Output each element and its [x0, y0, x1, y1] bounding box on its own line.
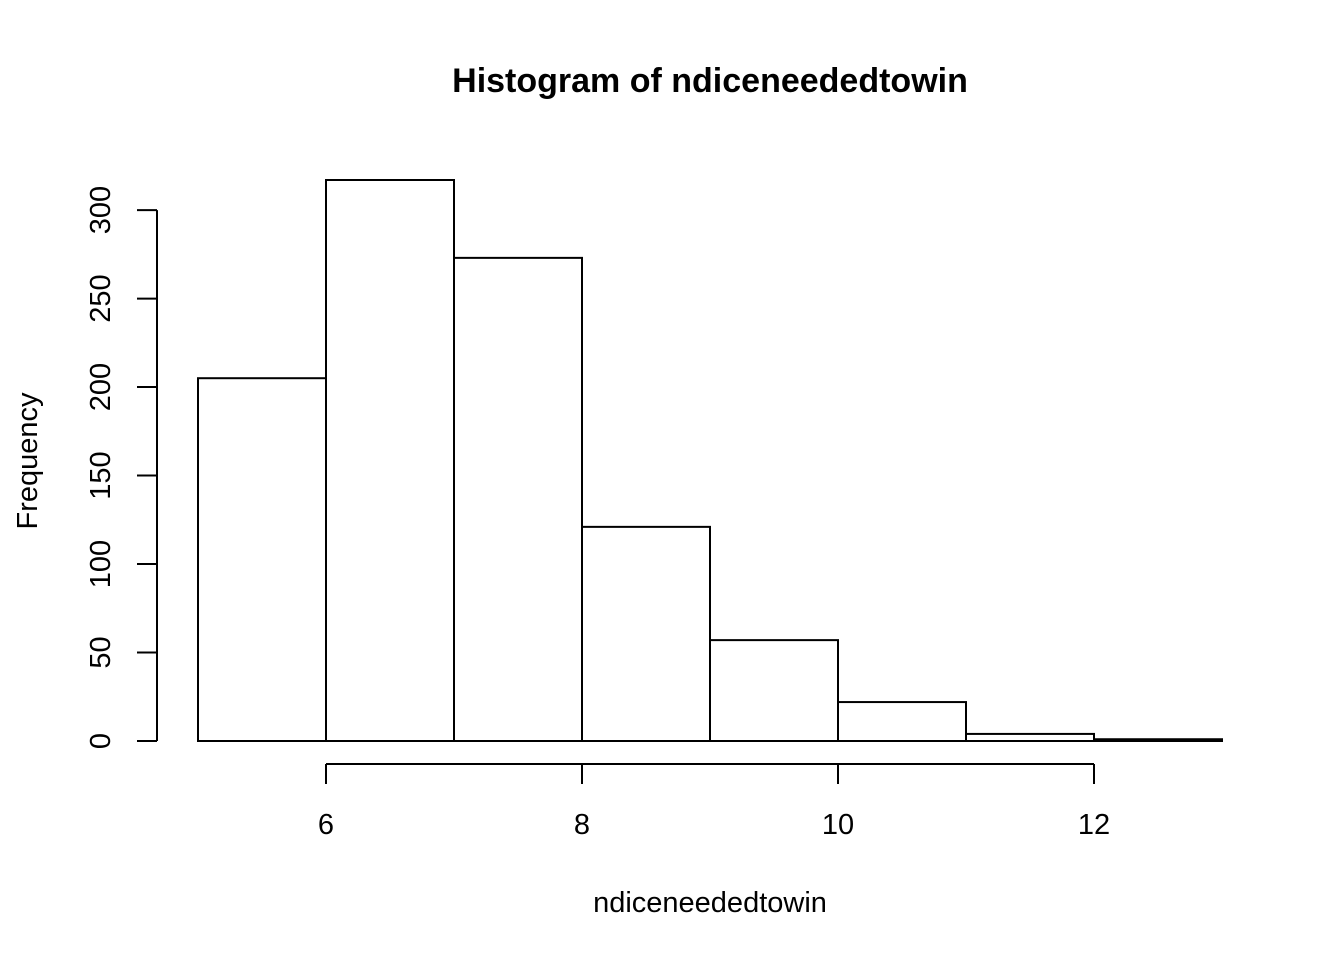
x-tick-label-8: 8 — [574, 809, 590, 841]
histogram-bar-2 — [325, 179, 455, 742]
y-tick-label-150: 150 — [85, 451, 117, 499]
y-tick-label-250: 250 — [85, 274, 117, 322]
histogram-bar-5 — [709, 639, 839, 742]
x-tick-label-6: 6 — [318, 809, 334, 841]
histogram-bar-1 — [197, 377, 327, 742]
y-tick-label-300: 300 — [85, 186, 117, 234]
y-tick-label-200: 200 — [85, 363, 117, 411]
y-tick-label-0: 0 — [85, 733, 117, 749]
histogram-bar-3 — [453, 256, 583, 742]
histogram-bar-4 — [581, 525, 711, 743]
x-axis-label: ndiceneededtowin — [593, 887, 827, 919]
x-axis: 6 8 10 12 — [318, 763, 1110, 841]
histogram-bars — [197, 179, 1223, 743]
y-axis-label: Frequency — [12, 392, 44, 530]
y-tick-label-50: 50 — [85, 636, 117, 668]
x-tick-label-10: 10 — [822, 809, 854, 841]
x-tick-label-12: 12 — [1078, 809, 1110, 841]
y-tick-label-100: 100 — [85, 540, 117, 588]
y-axis: 0 50 100 150 200 250 300 — [85, 186, 158, 749]
histogram-bar-6 — [837, 701, 967, 742]
chart-title: Histogram of ndiceneededtowin — [452, 62, 968, 100]
histogram-bar-8 — [1093, 738, 1223, 743]
histogram-bar-7 — [965, 732, 1095, 743]
